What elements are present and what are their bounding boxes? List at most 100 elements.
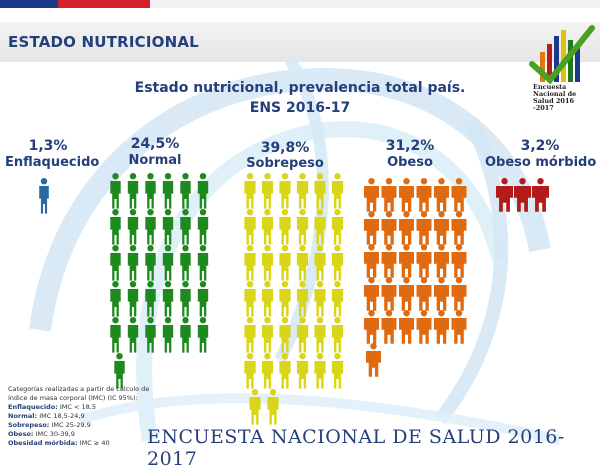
person-icon xyxy=(145,245,156,281)
footnote-row-value: IMC ≥ 40 xyxy=(79,439,110,447)
top-bar-red xyxy=(58,0,150,8)
person-icon xyxy=(296,209,309,245)
person-icon xyxy=(331,173,344,209)
person-icon xyxy=(244,317,256,353)
person-icon xyxy=(244,353,256,389)
person-icon xyxy=(399,277,414,311)
person-icon xyxy=(364,244,379,278)
person-icon xyxy=(416,277,432,311)
person-icon xyxy=(261,353,274,389)
person-icon xyxy=(127,245,139,281)
person-icon xyxy=(162,317,174,353)
pct-obeso-morbido: 3,2% xyxy=(520,138,560,154)
person-icon xyxy=(244,209,256,245)
person-icon xyxy=(127,209,139,245)
person-icon xyxy=(162,173,174,209)
person-icon xyxy=(261,245,274,281)
person-icon xyxy=(416,178,432,212)
footnote-row-value: IMC 30-39,9 xyxy=(35,430,75,438)
person-icon xyxy=(197,173,209,209)
person-icon xyxy=(145,209,156,245)
person-icon xyxy=(110,281,121,317)
person-icon xyxy=(114,353,125,389)
person-icon xyxy=(296,173,309,209)
person-icon xyxy=(366,343,381,377)
person-icon xyxy=(314,353,326,389)
person-icon xyxy=(314,173,326,209)
person-icon xyxy=(110,245,121,281)
person-icon xyxy=(296,245,309,281)
person-icon xyxy=(261,209,274,245)
person-icon xyxy=(399,211,414,245)
person-icon xyxy=(434,211,449,245)
person-icon xyxy=(162,281,174,317)
cat-obeso-morbido: Obeso mórbido xyxy=(485,155,597,170)
person-icon xyxy=(314,317,326,353)
footnote-row-name: Sobrepeso: xyxy=(8,421,50,429)
cat-normal: Normal xyxy=(128,153,182,168)
person-icon xyxy=(314,281,326,317)
person-icon xyxy=(267,389,279,425)
footnote-row: Obesidad mórbida: IMC ≥ 40 xyxy=(8,439,158,448)
person-icon xyxy=(244,245,256,281)
person-icon xyxy=(364,310,379,344)
footnote-row: Obeso: IMC 30-39,9 xyxy=(8,430,158,439)
person-icon xyxy=(381,244,397,278)
person-icon xyxy=(399,178,414,212)
person-icon xyxy=(197,281,209,317)
title-band xyxy=(0,22,600,62)
footnote-row-value: IMC 18,5-24,9 xyxy=(39,412,85,420)
footnote: Categorías realizadas a partir de cálcul… xyxy=(8,385,158,448)
person-icon xyxy=(331,245,344,281)
person-icon xyxy=(314,245,326,281)
person-icon xyxy=(296,353,309,389)
person-icon xyxy=(180,209,191,245)
person-icon xyxy=(261,281,274,317)
top-bar-rest xyxy=(150,0,600,8)
bottom-banner: ENCUESTA NACIONAL DE SALUD 2016-2017 xyxy=(147,426,565,470)
person-icon xyxy=(381,277,397,311)
person-icon xyxy=(381,178,397,212)
person-icon xyxy=(197,209,209,245)
footnote-row: Enflaquecido: IMC < 18,5 xyxy=(8,403,158,412)
footnote-row-name: Enflaquecido: xyxy=(8,403,58,411)
person-icon xyxy=(110,209,121,245)
person-icon xyxy=(434,277,449,311)
person-icon xyxy=(279,173,291,209)
person-icon xyxy=(180,317,191,353)
person-icon xyxy=(451,244,467,278)
person-icon xyxy=(261,173,274,209)
person-icon xyxy=(532,178,549,212)
pct-sobrepeso: 39,8% xyxy=(260,140,310,156)
person-icon xyxy=(244,173,256,209)
person-icon xyxy=(331,281,344,317)
footnote-row-value: IMC 25-29,9 xyxy=(51,421,91,429)
person-icon xyxy=(127,317,139,353)
person-icon xyxy=(416,211,432,245)
pct-obeso: 31,2% xyxy=(385,138,435,154)
top-color-bar xyxy=(0,0,600,18)
footnote-row: Normal: IMC 18,5-24,9 xyxy=(8,412,158,421)
person-icon xyxy=(416,310,432,344)
person-icon xyxy=(296,317,309,353)
cat-enflaquecido: Enflaquecido xyxy=(5,155,100,170)
person-icon xyxy=(279,317,291,353)
person-icon xyxy=(399,244,414,278)
cat-sobrepeso: Sobrepeso xyxy=(246,156,324,171)
person-icon xyxy=(145,173,156,209)
footnote-row-name: Obesidad mórbida: xyxy=(8,439,78,447)
person-icon xyxy=(110,173,121,209)
person-icon xyxy=(127,173,139,209)
person-icon xyxy=(331,317,344,353)
person-icon xyxy=(416,244,432,278)
person-icon xyxy=(162,209,174,245)
chart-title: Estado nutricional, prevalencia total pa… xyxy=(130,78,470,118)
person-icon xyxy=(364,178,379,212)
person-icon xyxy=(197,317,209,353)
cat-obeso: Obeso xyxy=(387,155,433,170)
chart-title-line2: ENS 2016-17 xyxy=(249,100,351,116)
person-icon xyxy=(364,277,379,311)
person-icon xyxy=(399,310,414,344)
person-icon xyxy=(279,281,291,317)
